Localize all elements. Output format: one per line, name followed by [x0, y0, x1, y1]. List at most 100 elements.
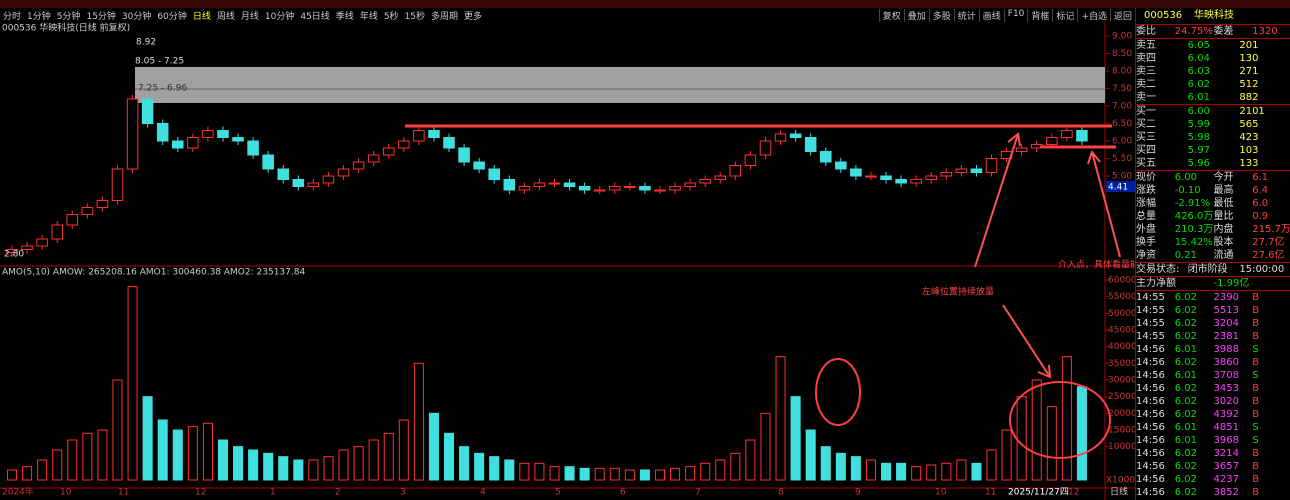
period-tab[interactable]: 10分钟 [264, 11, 295, 22]
bid-row-cell: 5.99 [1187, 119, 1210, 130]
date-label: 1 [270, 488, 276, 498]
stat-row-cell: 今开 [1213, 172, 1234, 183]
trade-row: 14:56 6.02 4237 B [1136, 473, 1290, 486]
stat-row-cell: 6.00 [1174, 172, 1198, 183]
period-tab[interactable]: 分时 [3, 11, 22, 22]
trade-row-cell: 14:55 [1136, 292, 1165, 303]
trade-row-cell: 3657 [1213, 461, 1239, 472]
candle [774, 133, 787, 142]
stat-row-cell: 外盘 [1136, 224, 1156, 235]
candle [729, 165, 742, 177]
toolbar-button[interactable]: 画线 [978, 8, 1004, 22]
trade-row-cell: S [1252, 344, 1259, 355]
volume-bar [6, 469, 18, 481]
trade-row: 14:56 6.01 3968 S [1136, 434, 1290, 447]
bid-row-cell: 5.96 [1187, 158, 1210, 169]
trade-row-cell: 3708 [1213, 370, 1239, 381]
stat-row-cell: 净资 [1136, 250, 1156, 261]
trade-row-cell: 2390 [1213, 292, 1239, 303]
candle [398, 140, 410, 149]
stat-row-cell: 6.0 [1252, 198, 1269, 209]
volume-bar [971, 462, 982, 481]
candle [503, 179, 516, 191]
status-row-cell: 闭市阶段 [1187, 264, 1228, 275]
price-tick-label: 7.00 [1112, 102, 1132, 112]
stat-row-cell: 0.9 [1252, 211, 1269, 222]
period-tab[interactable]: 季线 [335, 11, 354, 22]
period-tab[interactable]: 1分钟 [27, 11, 51, 22]
toolbar-button[interactable]: 标记 [1052, 8, 1077, 22]
volume-bar [850, 456, 861, 481]
stat-row-cell: 涨幅 [1136, 198, 1156, 209]
period-tab[interactable]: 年线 [359, 11, 378, 22]
toolbar-button[interactable]: 复权 [878, 8, 904, 22]
candle [639, 186, 651, 191]
period-tab[interactable]: 45日线 [300, 11, 330, 22]
title-strip [0, 0, 1290, 8]
volume-bar [323, 456, 334, 481]
trade-row-cell: 14:56 [1136, 448, 1165, 459]
period-tab[interactable]: 30分钟 [121, 11, 152, 22]
candle [21, 245, 33, 250]
trade-row: 14:56 6.02 3860 B [1136, 356, 1290, 369]
ask-row-cell: 卖一 [1136, 92, 1156, 103]
date-label: 5 [555, 488, 561, 498]
ask-row: 卖四 6.04 130 [1136, 52, 1290, 65]
period-tab[interactable]: 多周期 [431, 11, 459, 22]
period-tab[interactable]: 月线 [240, 11, 259, 22]
volume-bar [504, 459, 515, 481]
date-label: 9 [855, 488, 861, 498]
bid-row-cell: 133 [1239, 158, 1259, 169]
period-tab[interactable]: 5分钟 [56, 11, 81, 22]
volume-bar [217, 439, 228, 481]
stat-row-cell: 426.0万 [1174, 211, 1214, 222]
trade-row: 14:56 6.02 3020 B [1136, 395, 1290, 408]
ask-row-cell: 271 [1239, 66, 1259, 77]
volume-bar [760, 412, 771, 481]
date-label: 11 [118, 488, 129, 498]
volume-bar [82, 432, 93, 481]
chart: 000536 华映科技(日线 前复权) 9.00 8.50 8.00 7.50 7.00 6… [0, 22, 1135, 500]
trade-row-cell: B [1252, 318, 1260, 329]
ask-row-cell: 6.03 [1187, 66, 1210, 77]
volume-bar [715, 459, 726, 481]
stat-row-cell: 流通 [1213, 250, 1234, 261]
volume-bar [97, 429, 108, 481]
status-row-cell: 15:00:00 [1239, 264, 1285, 275]
trade-row-cell: 6.02 [1174, 383, 1198, 394]
trade-row-cell: 6.02 [1174, 292, 1198, 303]
volume-bar [278, 456, 289, 481]
toolbar-button[interactable]: F10 [1003, 8, 1028, 22]
period-tab[interactable]: 日线 [192, 11, 211, 22]
ask-row: 卖三 6.03 271 [1136, 65, 1290, 78]
arrow [1091, 151, 1121, 258]
stat-row-cell: 内盘 [1213, 224, 1234, 235]
trade-row-cell: 14:56 [1136, 435, 1165, 446]
period-tab[interactable]: 5秒 [383, 11, 399, 22]
candle [880, 175, 892, 180]
period-tab[interactable]: 更多 [464, 11, 483, 22]
date-label: 6 [620, 488, 626, 498]
trade-row-cell: 6.01 [1174, 370, 1198, 381]
toolbar-button[interactable]: 叠加 [903, 8, 929, 22]
toolbar-button[interactable]: 返回 [1109, 8, 1135, 22]
trade-row: 14:56 6.02 4392 B [1136, 408, 1290, 421]
bid-row-cell: 103 [1239, 145, 1259, 156]
trade-row-cell: 4237 [1213, 474, 1239, 485]
candle [322, 175, 335, 184]
period-tab[interactable]: 15秒 [404, 11, 426, 22]
toolbar-button[interactable]: 多股 [928, 8, 954, 22]
period-tab[interactable]: 60分钟 [157, 11, 187, 22]
candle [111, 168, 124, 201]
period-tab[interactable]: 15分钟 [86, 11, 116, 22]
volume-bar [534, 462, 545, 481]
period-tab[interactable]: 周线 [216, 11, 235, 22]
volume-bar [37, 459, 48, 481]
price-tick-label: 6.00 [1112, 137, 1132, 147]
toolbar-button[interactable]: +自选 [1077, 8, 1110, 22]
toolbar-button[interactable]: 统计 [953, 8, 979, 22]
volume-bar [187, 426, 198, 481]
trade-row-cell: 6.01 [1174, 344, 1198, 355]
toolbar-button[interactable]: 背框 [1027, 8, 1052, 22]
trade-row-cell: B [1252, 396, 1260, 407]
